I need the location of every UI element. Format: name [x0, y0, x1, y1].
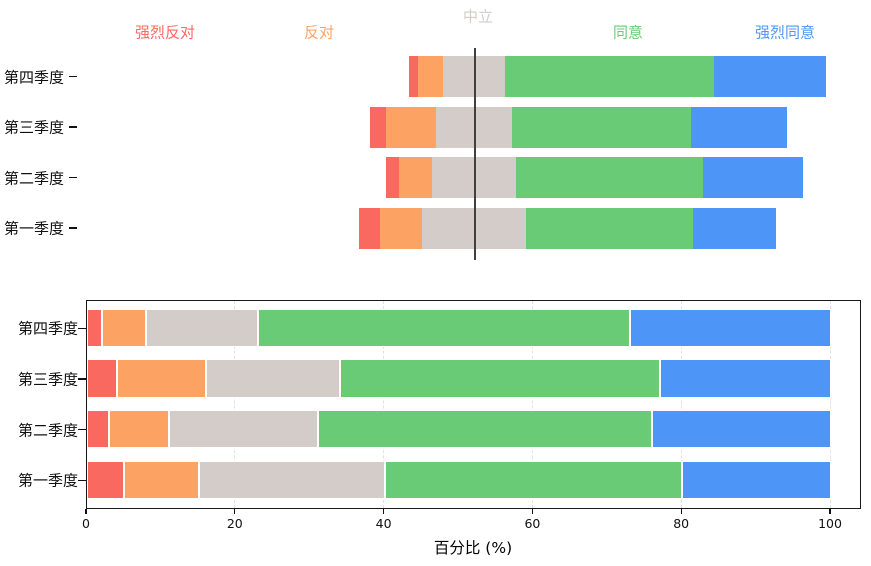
category-label: 第一季度: [3, 219, 64, 238]
bar-segment-disagree: [124, 460, 199, 500]
category-tick-mark: [78, 378, 86, 380]
bar-segment-strongly-disagree: [409, 56, 418, 97]
legend-label-strongly-agree: 强烈同意: [754, 23, 816, 42]
bar-segment-agree: [339, 359, 660, 398]
legend-label-neutral: 中立: [462, 7, 494, 26]
stacked-bar-row-3: [87, 409, 831, 449]
bar-segment-agree: [317, 409, 653, 449]
bar-segment-neutral: [168, 409, 318, 449]
category-label: 第二季度: [3, 169, 64, 187]
likert-bar-row-3: [386, 157, 804, 198]
bar-segment-disagree: [116, 359, 207, 398]
bar-segment-strongly-agree: [682, 460, 831, 500]
x-tick-mark: [85, 509, 87, 514]
neutral-center-line: [474, 48, 476, 260]
bar-segment-disagree: [417, 56, 443, 97]
gridline-x40: [383, 301, 385, 508]
likert-bar-row-4: [359, 207, 777, 249]
bar-segment-disagree: [398, 157, 433, 198]
category-tick-mark: [69, 75, 77, 78]
bar-segment-strongly-agree: [630, 308, 831, 348]
x-tick-label: 40: [375, 516, 392, 531]
category-label: 第三季度: [17, 370, 78, 389]
bar-segment-strongly-disagree: [359, 207, 381, 249]
bar-segment-disagree: [380, 207, 422, 249]
bar-segment-disagree: [101, 308, 147, 348]
bar-segment-neutral: [432, 157, 516, 198]
x-axis-label: 百分比 (%): [433, 539, 513, 557]
category-tick-mark: [69, 126, 77, 128]
category-tick-mark: [69, 176, 77, 179]
bar-segment-strongly-agree: [692, 207, 777, 249]
x-tick-label: 20: [226, 516, 243, 531]
bar-segment-neutral: [146, 308, 259, 348]
legend-label-disagree: 反对: [303, 23, 335, 42]
x-tick-label: 100: [818, 516, 842, 531]
x-tick-label: 80: [673, 516, 690, 531]
x-tick-mark: [829, 509, 831, 514]
bar-segment-agree: [511, 106, 691, 148]
bar-segment-strongly-disagree: [386, 157, 399, 198]
bar-segment-strongly-disagree: [87, 359, 117, 398]
bar-segment-neutral: [198, 460, 385, 500]
bar-segment-agree: [526, 207, 693, 249]
category-label: 第一季度: [17, 471, 78, 490]
stacked-bar-row-4: [87, 460, 831, 500]
gridline-x20: [234, 301, 236, 508]
bar-segment-strongly-agree: [703, 157, 804, 198]
bar-segment-strongly-disagree: [87, 308, 102, 348]
bar-segment-agree: [384, 460, 683, 500]
stacked-bar-plot-area: [86, 300, 861, 509]
bar-segment-disagree: [109, 409, 169, 449]
x-tick-label: 0: [82, 516, 90, 531]
bar-segment-strongly-agree: [659, 359, 831, 398]
bar-segment-agree: [258, 308, 631, 348]
x-tick-mark: [382, 509, 385, 514]
x-tick-label: 60: [524, 516, 541, 531]
bar-segment-strongly-agree: [652, 409, 831, 449]
category-tick-mark: [78, 479, 86, 482]
category-label: 第三季度: [3, 118, 64, 137]
bar-segment-strongly-disagree: [87, 409, 110, 449]
bar-segment-neutral: [206, 359, 340, 398]
category-tick-mark: [78, 428, 86, 431]
category-tick-mark: [69, 227, 77, 229]
likert-bar-row-2: [369, 106, 787, 148]
bar-segment-strongly-disagree: [369, 106, 387, 148]
bar-segment-strongly-agree: [713, 56, 827, 97]
bar-segment-disagree: [386, 106, 437, 148]
bar-segment-agree: [505, 56, 714, 97]
bar-segment-strongly-agree: [690, 106, 787, 148]
bar-segment-neutral: [442, 56, 506, 97]
category-label: 第二季度: [17, 421, 78, 440]
category-label: 第四季度: [3, 68, 64, 86]
gridline-x100: [829, 301, 831, 508]
x-tick-mark: [680, 509, 682, 514]
category-tick-mark: [78, 327, 86, 330]
category-label: 第四季度: [17, 319, 78, 338]
gridline-x80: [680, 301, 682, 508]
bar-segment-strongly-disagree: [87, 460, 125, 500]
gridline-x60: [531, 301, 533, 508]
likert-bar-row-1: [409, 56, 827, 97]
bar-segment-agree: [515, 157, 704, 198]
x-tick-mark: [234, 509, 236, 514]
stacked-bar-row-2: [87, 359, 831, 398]
x-tick-mark: [531, 509, 534, 514]
legend-label-agree: 同意: [612, 23, 644, 42]
stacked-bar-row-1: [87, 308, 831, 348]
legend-label-strongly-disagree: 强烈反对: [134, 23, 196, 42]
